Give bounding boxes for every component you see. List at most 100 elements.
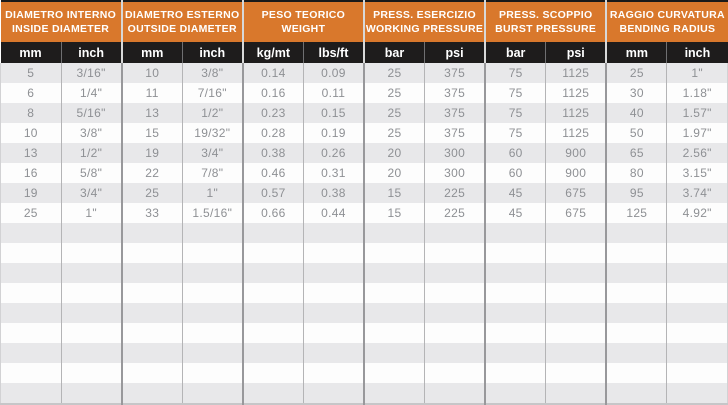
table-row: 8 5/16" 13 1/2" 0.23 0.15 25 375 75 1125 40 1.57" <box>0 103 728 123</box>
cell: 1/2" <box>60 143 122 163</box>
empty-cell <box>302 263 364 283</box>
unit-cell: inch <box>666 42 728 63</box>
table-row: 5 3/16" 10 3/8" 0.14 0.09 25 375 75 1125 25 1" <box>0 63 728 83</box>
group-header-weight: PESO TEORICO WEIGHT <box>241 1 364 42</box>
cell: 20 <box>362 163 425 183</box>
cell: 1.57" <box>666 103 728 123</box>
empty-row <box>0 383 728 404</box>
cell: 6 <box>0 83 62 103</box>
table-row: 16 5/8" 22 7/8" 0.46 0.31 20 300 60 900 80 3.15" <box>0 163 728 183</box>
cell: 3/4" <box>60 183 122 203</box>
cell: 225 <box>424 203 486 223</box>
cell: 25 <box>0 203 62 223</box>
cell: 375 <box>424 123 486 143</box>
empty-row <box>0 343 728 363</box>
cell: 25 <box>362 63 425 83</box>
empty-cell <box>484 363 546 383</box>
group-title-english: WEIGHT <box>281 23 326 35</box>
unit-cell: bar <box>362 42 425 63</box>
cell: 4.92" <box>666 203 728 223</box>
empty-cell <box>120 243 183 263</box>
empty-cell <box>120 263 183 283</box>
cell: 60 <box>484 143 546 163</box>
empty-row <box>0 243 728 263</box>
group-title-italian: DIAMETRO INTERNO <box>5 9 117 21</box>
group-title-italian: DIAMETRO ESTERNO <box>124 9 240 21</box>
cell: 1" <box>666 63 728 83</box>
cell: 225 <box>424 183 486 203</box>
empty-cell <box>484 383 546 404</box>
cell: 80 <box>605 163 667 183</box>
cell: 8 <box>0 103 62 123</box>
group-title-english: WORKING PRESSURE <box>365 23 484 35</box>
empty-cell <box>666 223 728 243</box>
empty-cell <box>666 243 728 263</box>
cell: 15 <box>362 183 425 203</box>
cell: 0.19 <box>302 123 364 143</box>
empty-cell <box>60 303 122 323</box>
group-header-bending-radius: RAGGIO CURVATURA BENDING RADIUS <box>605 1 728 42</box>
cell: 675 <box>545 183 607 203</box>
cell: 900 <box>545 143 607 163</box>
unit-cell: kg/mt <box>241 42 304 63</box>
empty-cell <box>0 223 62 243</box>
cell: 65 <box>605 143 667 163</box>
cell: 0.46 <box>241 163 304 183</box>
empty-row <box>0 263 728 283</box>
cell: 1/2" <box>181 103 243 123</box>
empty-cell <box>362 383 425 404</box>
empty-cell <box>484 263 546 283</box>
empty-cell <box>424 223 486 243</box>
cell: 0.26 <box>302 143 364 163</box>
cell: 0.09 <box>302 63 364 83</box>
cell: 1125 <box>545 103 607 123</box>
cell: 95 <box>605 183 667 203</box>
empty-cell <box>666 343 728 363</box>
cell: 1.97" <box>666 123 728 143</box>
empty-cell <box>424 263 486 283</box>
cell: 0.28 <box>241 123 304 143</box>
empty-cell <box>605 383 667 404</box>
empty-cell <box>120 343 183 363</box>
group-header-inside-diameter: DIAMETRO INTERNO INSIDE DIAMETER <box>0 1 122 42</box>
empty-cell <box>302 223 364 243</box>
cell: 19/32" <box>181 123 243 143</box>
empty-cell <box>181 303 243 323</box>
empty-cell <box>302 363 364 383</box>
empty-cell <box>424 323 486 343</box>
cell: 13 <box>120 103 183 123</box>
empty-cell <box>362 343 425 363</box>
empty-cell <box>60 343 122 363</box>
cell: 0.44 <box>302 203 364 223</box>
empty-cell <box>545 303 607 323</box>
empty-cell <box>0 383 62 404</box>
empty-cell <box>181 223 243 243</box>
empty-cell <box>545 223 607 243</box>
empty-cell <box>424 283 486 303</box>
cell: 0.14 <box>241 63 304 83</box>
cell: 3.74" <box>666 183 728 203</box>
cell: 375 <box>424 83 486 103</box>
table-row: 10 3/8" 15 19/32" 0.28 0.19 25 375 75 1125 50 1.97" <box>0 123 728 143</box>
cell: 7/8" <box>181 163 243 183</box>
unit-cell: lbs/ft <box>302 42 364 63</box>
empty-cell <box>60 243 122 263</box>
empty-cell <box>484 223 546 243</box>
empty-cell <box>605 303 667 323</box>
cell: 25 <box>605 63 667 83</box>
unit-cell: psi <box>424 42 486 63</box>
cell: 0.16 <box>241 83 304 103</box>
table-row: 6 1/4" 11 7/16" 0.16 0.11 25 375 75 1125 30 1.18" <box>0 83 728 103</box>
empty-cell <box>120 223 183 243</box>
cell: 375 <box>424 103 486 123</box>
cell: 25 <box>362 123 425 143</box>
cell: 40 <box>605 103 667 123</box>
empty-cell <box>605 263 667 283</box>
cell: 5/8" <box>60 163 122 183</box>
unit-cell: inch <box>181 42 243 63</box>
cell: 1.5/16" <box>181 203 243 223</box>
empty-cell <box>120 323 183 343</box>
empty-cell <box>666 323 728 343</box>
empty-cell <box>181 343 243 363</box>
cell: 45 <box>484 183 546 203</box>
